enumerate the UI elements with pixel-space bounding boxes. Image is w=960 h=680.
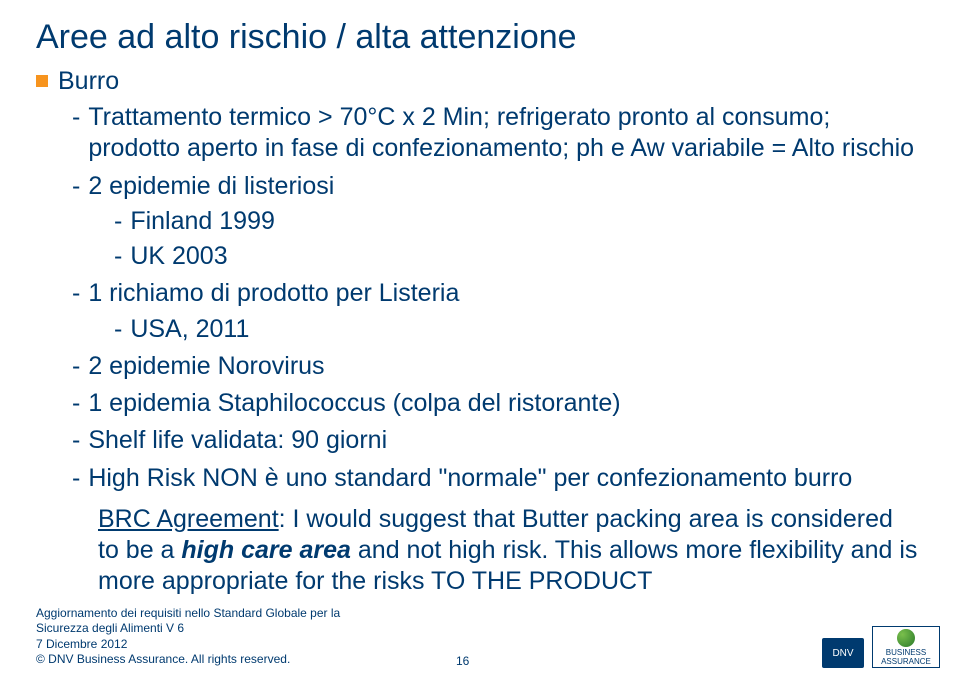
bullet-subsub-3a: - USA, 2011 — [36, 314, 924, 345]
sub-text-7: High Risk NON è uno standard "normale" p… — [88, 463, 852, 494]
sub-text-5: 1 epidemia Staphilococcus (colpa del ris… — [88, 388, 620, 419]
sub-text-1: Trattamento termico > 70°C x 2 Min; refr… — [88, 102, 924, 165]
brc-agreement-block: BRC Agreement: I would suggest that Butt… — [98, 504, 918, 598]
bullet-main: Burro — [36, 67, 924, 96]
footer-logos: DNV BUSINESS ASSURANCE — [822, 626, 940, 668]
bullet-sub-1: - Trattamento termico > 70°C x 2 Min; re… — [36, 102, 924, 165]
bullet-sub-5: - 1 epidemia Staphilococcus (colpa del r… — [36, 388, 924, 419]
bullet-sub-6: - Shelf life validata: 90 giorni — [36, 425, 924, 456]
bullet-main-text: Burro — [58, 67, 119, 96]
footer-line-2: Sicurezza degli Alimenti V 6 — [36, 621, 940, 637]
dash-icon: - — [72, 102, 80, 133]
dash-icon: - — [114, 206, 122, 237]
bullet-subsub-2b: - UK 2003 — [36, 241, 924, 272]
brc-label: BRC Agreement — [98, 505, 279, 533]
sub-text-6: Shelf life validata: 90 giorni — [88, 425, 387, 456]
globe-icon — [897, 629, 915, 647]
business-assurance-logo-icon: BUSINESS ASSURANCE — [872, 626, 940, 668]
logo-ba-line1: BUSINESS — [886, 648, 926, 657]
footer: Aggiornamento dei requisiti nello Standa… — [36, 606, 940, 668]
slide-title: Aree ad alto rischio / alta attenzione — [36, 18, 924, 57]
dash-icon: - — [114, 241, 122, 272]
bullet-square-icon — [36, 75, 48, 87]
footer-line-4: © DNV Business Assurance. All rights res… — [36, 652, 940, 668]
dash-icon: - — [72, 463, 80, 494]
brc-emph: high care area — [181, 536, 351, 564]
footer-line-1: Aggiornamento dei requisiti nello Standa… — [36, 606, 940, 622]
logo-ba-line2: ASSURANCE — [881, 657, 931, 666]
sub-text-3: 1 richiamo di prodotto per Listeria — [88, 278, 459, 309]
sub-text-2: 2 epidemie di listeriosi — [88, 171, 334, 202]
dash-icon: - — [114, 314, 122, 345]
bullet-sub-3: - 1 richiamo di prodotto per Listeria — [36, 278, 924, 309]
dash-icon: - — [72, 351, 80, 382]
bullet-subsub-2a: - Finland 1999 — [36, 206, 924, 237]
dash-icon: - — [72, 171, 80, 202]
bullet-sub-4: - 2 epidemie Norovirus — [36, 351, 924, 382]
dash-icon: - — [72, 388, 80, 419]
subsub-text-2a: Finland 1999 — [130, 206, 275, 237]
bullet-sub-2: - 2 epidemie di listeriosi — [36, 171, 924, 202]
dash-icon: - — [72, 278, 80, 309]
sub-text-4: 2 epidemie Norovirus — [88, 351, 324, 382]
footer-line-3: 7 Dicembre 2012 — [36, 637, 940, 653]
subsub-text-2b: UK 2003 — [130, 241, 227, 272]
bullet-sub-7: - High Risk NON è uno standard "normale"… — [36, 463, 924, 494]
page-number: 16 — [456, 654, 469, 668]
dash-icon: - — [72, 425, 80, 456]
subsub-text-3a: USA, 2011 — [130, 314, 249, 345]
dnv-logo-icon: DNV — [822, 638, 864, 668]
